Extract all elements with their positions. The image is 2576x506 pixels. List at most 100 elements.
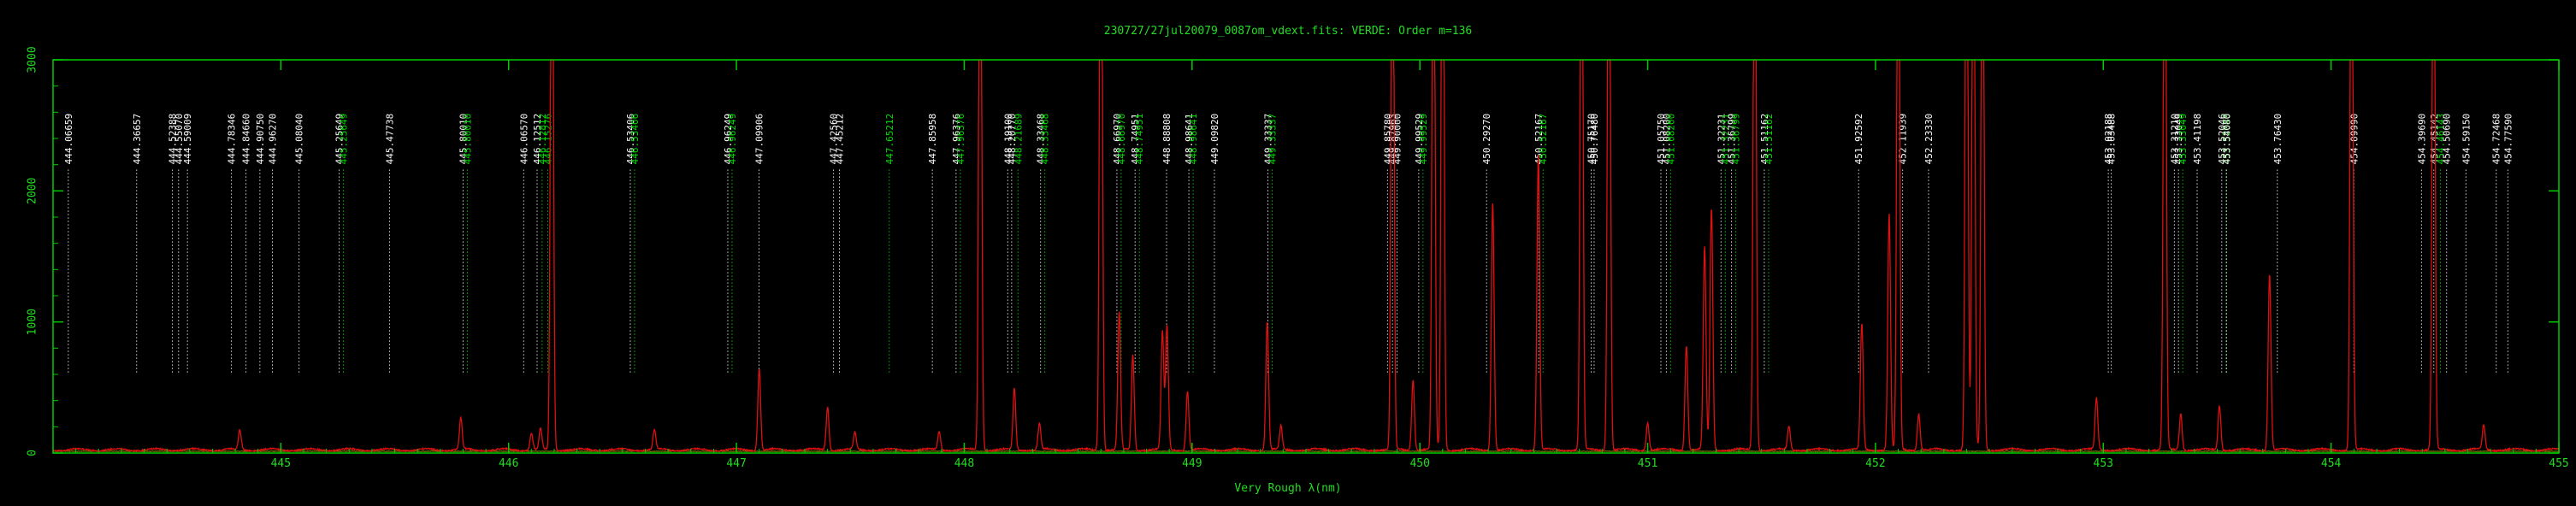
- line-id-label-12: 445.47738: [384, 114, 395, 165]
- x-tick-label-6: 451: [1638, 457, 1657, 470]
- line-id-label-78: 454.39690: [2416, 114, 2427, 165]
- line-id-label-13: 445.80010: [458, 114, 469, 165]
- line-id-label-77: 454.09990: [2349, 114, 2360, 165]
- line-id-label-74: 453.52046: [2221, 114, 2232, 165]
- line-id-label-32: 448.21689: [1013, 114, 1024, 165]
- line-id-label-38: 448.74951: [1134, 114, 1145, 165]
- line-id-label-11: 445.25649: [339, 114, 350, 165]
- line-id-label-73: 453.52046: [2217, 114, 2228, 165]
- line-id-label-27: 447.85958: [927, 114, 938, 165]
- line-id-label-15: 446.06570: [518, 114, 529, 165]
- line-id-label-16: 446.12512: [532, 114, 543, 165]
- line-id-label-30: 448.19100: [1002, 114, 1013, 165]
- line-id-label-9: 445.08040: [294, 114, 305, 165]
- x-axis-label: Very Rough λ(nm): [1234, 482, 1341, 495]
- line-id-label-51: 450.52167: [1533, 114, 1545, 165]
- line-id-label-83: 454.72468: [2491, 114, 2502, 165]
- x-tick-label-10: 455: [2549, 457, 2568, 470]
- line-id-label-26: 447.65212: [884, 114, 895, 165]
- line-id-label-3: 444.55070: [174, 114, 185, 165]
- line-id-label-68: 453.03488: [2106, 114, 2118, 165]
- line-id-label-41: 448.98641: [1188, 114, 1199, 165]
- line-id-label-59: 451.32231: [1720, 114, 1731, 165]
- x-tick-label-9: 454: [2321, 457, 2342, 470]
- line-id-label-0: 444.06659: [63, 114, 74, 165]
- line-id-label-2: 444.52388: [168, 114, 179, 165]
- line-id-label-33: 448.33468: [1036, 114, 1047, 165]
- line-id-label-72: 453.41198: [2192, 114, 2203, 165]
- line-id-label-20: 446.53406: [629, 114, 641, 165]
- line-id-label-42: 449.09820: [1209, 114, 1220, 165]
- line-id-label-57: 451.08200: [1665, 114, 1676, 165]
- line-id-label-49: 449.99529: [1418, 114, 1429, 165]
- line-id-label-17: 446.12812: [537, 114, 548, 165]
- line-id-label-1: 444.36657: [132, 114, 143, 165]
- line-id-label-29: 447.96376: [955, 114, 966, 165]
- y-tick-label-3: 3000: [27, 46, 39, 73]
- line-id-label-28: 447.96376: [951, 114, 962, 165]
- line-id-label-36: 448.66970: [1116, 114, 1127, 165]
- line-id-label-25: 447.45212: [834, 114, 845, 165]
- line-id-label-31: 448.20770: [1007, 114, 1018, 165]
- line-id-label-60: 451.36799: [1727, 114, 1738, 165]
- line-id-label-44: 449.33337: [1267, 114, 1279, 165]
- line-id-label-35: 448.66970: [1112, 114, 1123, 165]
- line-id-label-21: 446.96249: [723, 114, 734, 165]
- line-id-label-75: 453.54080: [2221, 114, 2232, 165]
- line-id-label-24: 447.42560: [829, 114, 840, 165]
- line-id-label-80: 454.46143: [2435, 114, 2446, 165]
- line-id-label-70: 453.33049: [2173, 114, 2184, 165]
- line-id-label-48: 449.99529: [1414, 114, 1425, 165]
- line-id-label-76: 453.76430: [2272, 114, 2284, 165]
- line-id-label-8: 444.96270: [268, 114, 279, 165]
- chart-title: 230727/27jul20079_0087om_vdext.fits: VER…: [1104, 25, 1472, 38]
- line-id-label-4: 444.59009: [182, 114, 193, 165]
- line-id-label-7: 444.90750: [255, 114, 266, 165]
- x-tick-label-0: 445: [271, 457, 291, 470]
- line-identification-markers: 444.06659 444.36657 444.52388444.55070444.…: [63, 114, 2514, 374]
- line-id-label-84: 454.77590: [2502, 114, 2514, 165]
- line-id-label-61: 451.36799: [1731, 114, 1742, 165]
- line-id-label-47: 449.90000: [1392, 114, 1403, 165]
- x-tick-label-1: 446: [499, 457, 518, 470]
- line-id-label-54: 450.76480: [1589, 114, 1600, 165]
- line-id-label-65: 452.11939: [1898, 114, 1909, 165]
- line-id-label-37: 448.74951: [1130, 114, 1141, 165]
- line-id-label-58: 451.32231: [1716, 114, 1727, 165]
- line-id-label-5: 444.78346: [227, 114, 238, 165]
- line-id-label-63: 451.51162: [1764, 114, 1775, 165]
- y-tick-label-1: 1000: [27, 309, 39, 335]
- line-id-label-23: 447.09906: [753, 114, 765, 165]
- line-id-label-66: 452.23330: [1923, 114, 1935, 165]
- line-id-label-22: 446.96249: [727, 114, 738, 165]
- line-id-label-39: 448.88808: [1161, 114, 1173, 165]
- line-id-label-19: 446.53406: [625, 114, 636, 165]
- x-tick-label-2: 447: [726, 457, 746, 470]
- y-tick-label-0: 0: [27, 450, 39, 456]
- line-id-label-34: 448.33468: [1040, 114, 1051, 165]
- line-id-label-6: 444.84660: [241, 114, 252, 165]
- line-id-label-10: 445.25649: [334, 114, 346, 165]
- line-id-label-71: 453.33049: [2177, 114, 2189, 165]
- line-id-label-82: 454.59150: [2461, 114, 2472, 165]
- line-id-label-62: 451.51162: [1759, 114, 1770, 165]
- x-tick-label-7: 452: [1865, 457, 1885, 470]
- x-tick-label-4: 449: [1182, 457, 1202, 470]
- x-tick-label-8: 453: [2094, 457, 2113, 470]
- line-id-label-40: 448.98641: [1184, 114, 1195, 165]
- line-id-label-81: 454.50690: [2442, 114, 2453, 165]
- x-tick-label-3: 448: [954, 457, 974, 470]
- line-id-label-67: 453.02188: [2103, 114, 2114, 165]
- line-id-label-52: 450.52167: [1538, 114, 1549, 165]
- line-id-label-53: 450.75170: [1586, 114, 1597, 165]
- line-id-label-69: 453.31210: [2169, 114, 2180, 165]
- y-tick-label-2: 2000: [27, 178, 39, 204]
- line-id-label-56: 451.08200: [1661, 114, 1672, 165]
- line-id-label-64: 451.92592: [1853, 114, 1864, 165]
- line-id-label-14: 445.80010: [462, 114, 473, 165]
- line-id-label-43: 449.33337: [1263, 114, 1274, 165]
- line-id-label-50: 450.29270: [1481, 114, 1492, 165]
